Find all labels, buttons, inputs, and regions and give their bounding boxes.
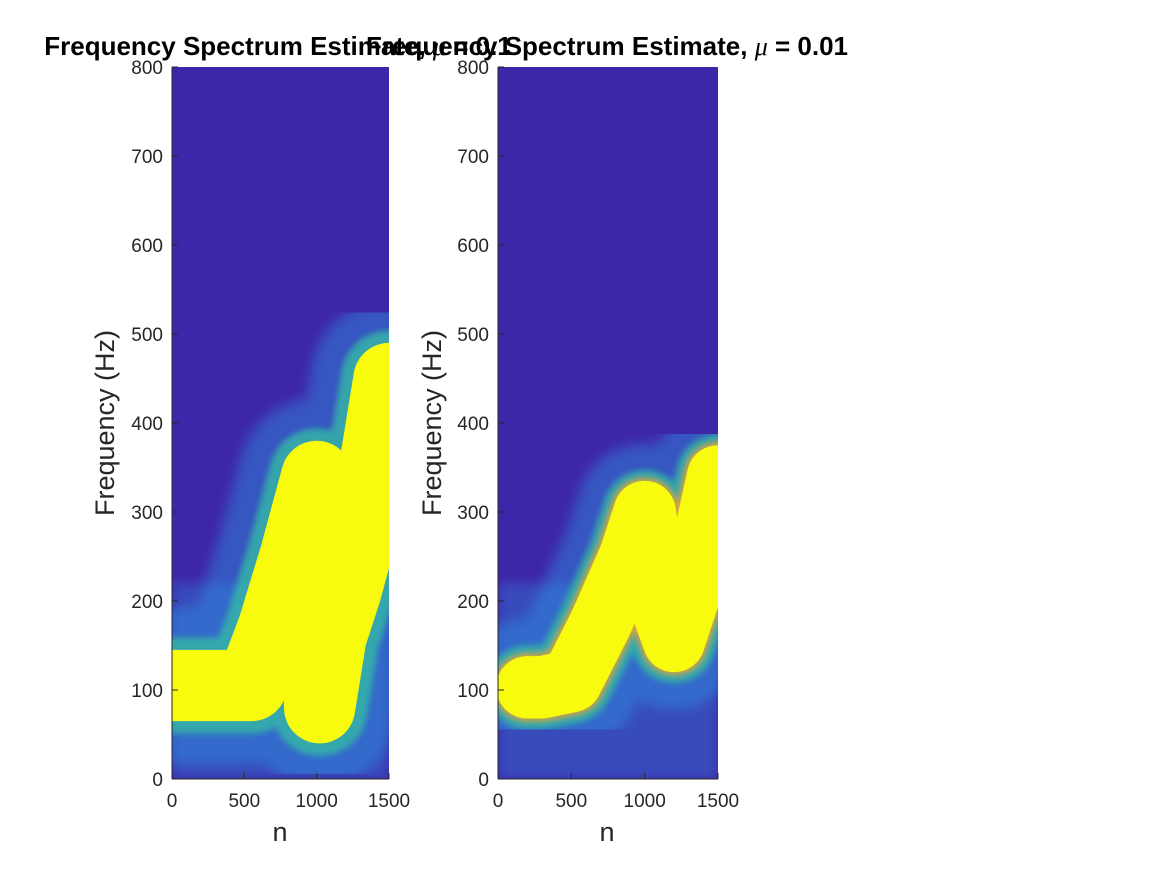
y-tick-label: 700: [131, 147, 163, 168]
heatmap-panel-2: 0 500 1000 1500 0 100 200 300 400 500 600 700 800 n…: [366, 31, 848, 847]
y-tick-label: 300: [457, 503, 489, 524]
chart-title-1-mu: μ: [432, 32, 446, 61]
x-axis-label-2: n: [599, 817, 614, 847]
x-tick-label: 0: [493, 791, 504, 812]
chart-title-2-suffix: = 0.01: [768, 31, 848, 61]
ridge-core: [498, 445, 718, 719]
x-tick-label: 500: [555, 791, 587, 812]
x-tick-label: 0: [167, 791, 178, 812]
chart-title-1-suffix: = 0.1: [446, 31, 512, 61]
x-tick-label: 1500: [368, 791, 410, 812]
x-ticks-2: 0 500 1000 1500: [493, 773, 739, 812]
y-axis-label-1: Frequency (Hz): [90, 330, 120, 516]
ridge-layer-2: [498, 407, 718, 779]
y-tick-label: 400: [131, 414, 163, 435]
y-tick-label: 200: [457, 592, 489, 613]
chart-title-2-prefix: Frequency Spectrum Estimate,: [366, 31, 755, 61]
y-tick-label: 200: [131, 592, 163, 613]
y-tick-label: 700: [457, 147, 489, 168]
y-axis-label-2: Frequency (Hz): [417, 330, 447, 516]
ridge-core: [172, 342, 389, 744]
x-ticks-1: 0 500 1000 1500: [167, 773, 410, 812]
y-tick-label: 600: [131, 236, 163, 257]
y-tick-label: 100: [457, 681, 489, 702]
y-tick-label: 800: [457, 58, 489, 79]
y-tick-label: 600: [457, 236, 489, 257]
y-tick-label: 0: [152, 770, 163, 791]
y-tick-label: 500: [457, 325, 489, 346]
y-tick-label: 100: [131, 681, 163, 702]
y-tick-label: 300: [131, 503, 163, 524]
x-tick-label: 1000: [296, 791, 338, 812]
x-tick-label: 1500: [697, 791, 739, 812]
y-tick-label: 500: [131, 325, 163, 346]
y-ticks-2: 0 100 200 300 400 500 600 700 800: [457, 58, 504, 791]
x-axis-label-1: n: [272, 817, 287, 847]
x-tick-label: 500: [228, 791, 260, 812]
chart-title-2: Frequency Spectrum Estimate, μ = 0.01: [366, 31, 848, 61]
y-tick-label: 400: [457, 414, 489, 435]
y-tick-label: 0: [478, 770, 489, 791]
chart-title-2-mu: μ: [754, 32, 768, 61]
x-tick-label: 1000: [624, 791, 666, 812]
chart-title-1: Frequency Spectrum Estimate, μ = 0.1: [44, 31, 512, 61]
y-tick-label: 800: [131, 58, 163, 79]
y-ticks-1: 0 100 200 300 400 500 600 700 800: [131, 58, 178, 791]
ridge-layer-1: [172, 300, 389, 779]
chart-title-1-prefix: Frequency Spectrum Estimate,: [44, 31, 433, 61]
